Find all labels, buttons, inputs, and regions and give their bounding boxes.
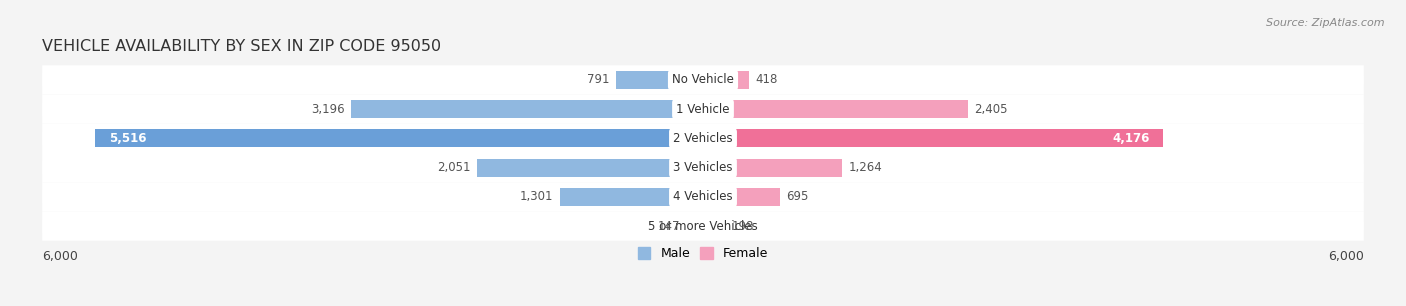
Bar [560, 188, 703, 206]
Bar [703, 188, 779, 206]
Bar [477, 159, 703, 177]
Text: 791: 791 [586, 73, 609, 86]
Text: 2,405: 2,405 [974, 103, 1008, 116]
Bar [703, 159, 842, 177]
FancyBboxPatch shape [42, 124, 1364, 153]
FancyBboxPatch shape [42, 182, 1364, 211]
Text: 3,196: 3,196 [311, 103, 344, 116]
FancyBboxPatch shape [42, 211, 1364, 241]
Bar [703, 217, 725, 235]
FancyBboxPatch shape [42, 65, 1364, 95]
Bar [686, 217, 703, 235]
Text: 1,264: 1,264 [849, 161, 883, 174]
Text: VEHICLE AVAILABILITY BY SEX IN ZIP CODE 95050: VEHICLE AVAILABILITY BY SEX IN ZIP CODE … [42, 39, 441, 54]
Bar [96, 129, 703, 147]
Text: 418: 418 [755, 73, 778, 86]
Text: 2 Vehicles: 2 Vehicles [673, 132, 733, 145]
Text: 198: 198 [731, 220, 754, 233]
Text: 5,516: 5,516 [108, 132, 146, 145]
Text: 4 Vehicles: 4 Vehicles [673, 190, 733, 203]
Text: 695: 695 [786, 190, 808, 203]
FancyBboxPatch shape [42, 153, 1364, 182]
Text: 5 or more Vehicles: 5 or more Vehicles [648, 220, 758, 233]
Bar [703, 129, 1163, 147]
Text: 1,301: 1,301 [520, 190, 553, 203]
Bar [703, 100, 967, 118]
Text: 6,000: 6,000 [1327, 250, 1364, 263]
Text: 3 Vehicles: 3 Vehicles [673, 161, 733, 174]
Bar [703, 71, 749, 89]
Text: No Vehicle: No Vehicle [672, 73, 734, 86]
Text: 4,176: 4,176 [1112, 132, 1150, 145]
Bar [616, 71, 703, 89]
Text: Source: ZipAtlas.com: Source: ZipAtlas.com [1267, 18, 1385, 28]
Text: 147: 147 [658, 220, 681, 233]
Bar [352, 100, 703, 118]
FancyBboxPatch shape [42, 95, 1364, 124]
Text: 2,051: 2,051 [437, 161, 471, 174]
Legend: Male, Female: Male, Female [638, 247, 768, 260]
Text: 1 Vehicle: 1 Vehicle [676, 103, 730, 116]
Text: 6,000: 6,000 [42, 250, 79, 263]
